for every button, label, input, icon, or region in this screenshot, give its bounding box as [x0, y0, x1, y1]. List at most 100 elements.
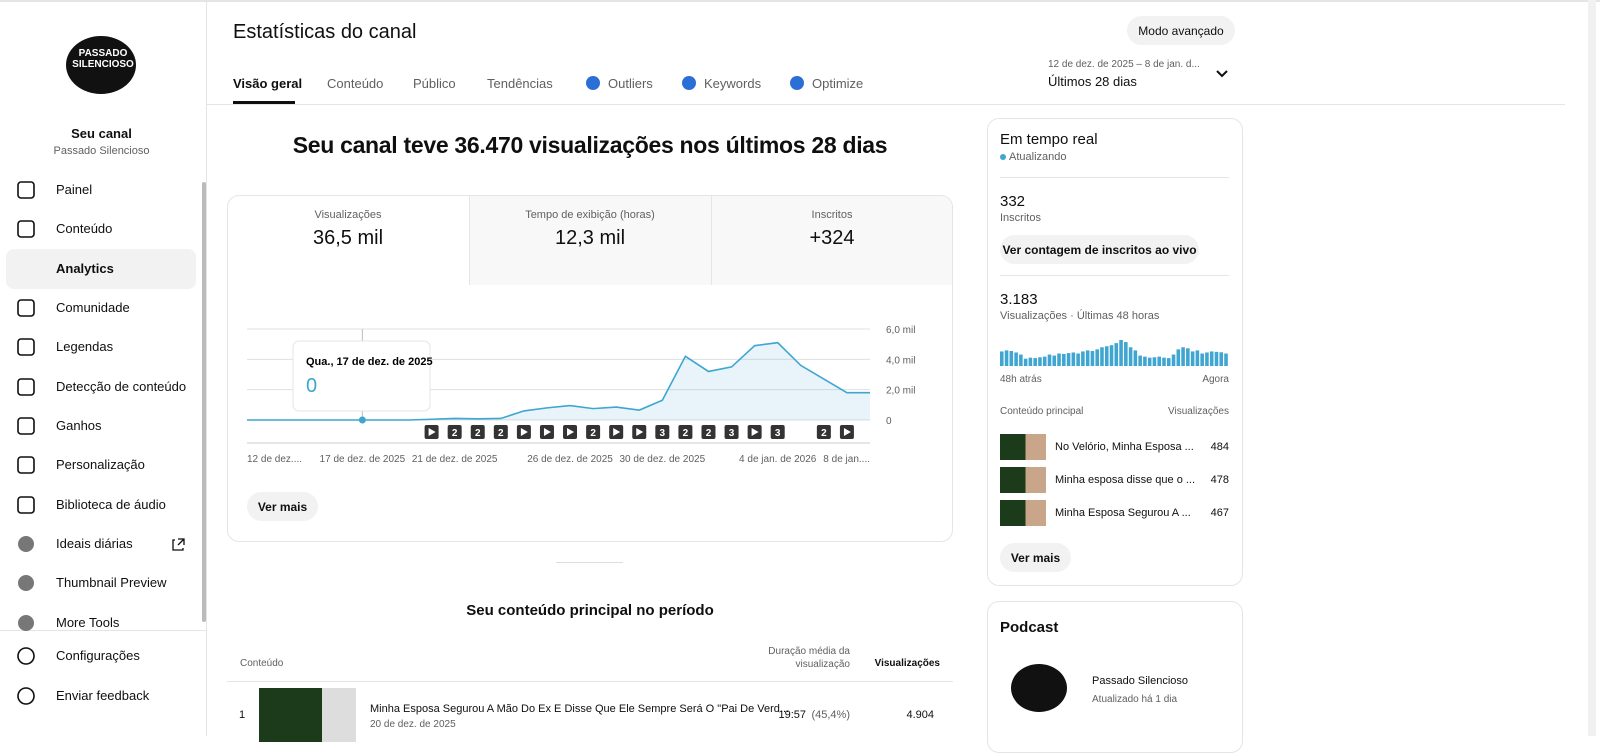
- nav-icon: [17, 181, 35, 199]
- dropdown-icon[interactable]: [1215, 69, 1229, 79]
- play-icon: [567, 428, 575, 436]
- hourly-bar: [1028, 357, 1033, 366]
- hourly-bar: [1152, 357, 1157, 366]
- x-tick-label: 12 de dez....: [247, 454, 302, 465]
- footer-item[interactable]: Configurações: [56, 648, 140, 663]
- hourly-bar: [1147, 357, 1152, 366]
- nav-item[interactable]: Ideais diárias: [56, 536, 133, 551]
- hourly-bar: [1066, 353, 1071, 366]
- publication-marker: [770, 425, 785, 439]
- metric-value: 12,3 mil: [554, 227, 626, 249]
- footer-item[interactable]: Enviar feedback: [56, 688, 150, 703]
- hourly-bar: [1014, 352, 1018, 366]
- publication-marker: [655, 425, 670, 439]
- hourly-bar: [1114, 343, 1119, 366]
- tab[interactable]: Visão geral: [233, 76, 303, 91]
- nav-item[interactable]: More Tools: [56, 615, 120, 630]
- sidebar-divider: [0, 630, 206, 631]
- publication-count: 2: [683, 428, 689, 439]
- page-title: Estatísticas do canal: [233, 21, 417, 43]
- end-label: Agora: [1202, 374, 1229, 385]
- realtime-more[interactable]: Ver mais: [1000, 543, 1071, 572]
- nav-item[interactable]: Detecção de conteúdo: [56, 379, 187, 394]
- hourly-bar: [1205, 352, 1209, 366]
- hourly-bar: [1119, 340, 1123, 366]
- item-views: 467: [1210, 507, 1229, 519]
- more-button[interactable]: Ver mais: [247, 492, 318, 521]
- charts: 0 2,0 mil 4,0 mil 6,0 mil 12 de dez.... 17 de…: [17, 76, 1228, 705]
- publication-marker: [470, 425, 485, 439]
- hourly-bar: [1052, 355, 1057, 366]
- item-thumbnail[interactable]: [1000, 500, 1046, 526]
- row-thumbnail[interactable]: [259, 688, 356, 742]
- item-views: 484: [1210, 441, 1229, 453]
- x-tick-label: 8 de jan....: [823, 454, 870, 465]
- tab-icon: [682, 76, 696, 90]
- nav-icon: [18, 615, 34, 631]
- realtime-card: [987, 118, 1243, 586]
- tab[interactable]: Público: [413, 76, 456, 91]
- nav-icon: [17, 456, 35, 474]
- nav-item[interactable]: Thumbnail Preview: [56, 575, 167, 590]
- row-title[interactable]: Minha Esposa Segurou A Mão Do Ex E Disse…: [370, 703, 790, 715]
- publication-marker: [701, 425, 716, 439]
- hourly-bar: [1100, 347, 1104, 366]
- item-thumbnail[interactable]: [1000, 467, 1046, 493]
- start-label: 48h atrás: [1000, 374, 1042, 385]
- channel-name: Passado Silencioso: [53, 145, 150, 157]
- play-icon: [543, 428, 551, 436]
- tab-icon: [790, 76, 804, 90]
- nav-icon: [17, 496, 35, 514]
- x-tick-label: 21 de dez. de 2025: [412, 454, 498, 465]
- item-title[interactable]: Minha esposa disse que o ...: [1055, 474, 1196, 486]
- live-button[interactable]: Ver contagem de inscritos ao vivo: [1000, 235, 1199, 264]
- hourly-bar: [1143, 356, 1147, 366]
- hourly-bar: [1090, 351, 1095, 366]
- nav-item[interactable]: Conteúdo: [56, 221, 113, 236]
- section-divider: [556, 562, 623, 563]
- subscriber-count: 332: [1000, 193, 1026, 210]
- nav-item[interactable]: Personalização: [56, 457, 145, 472]
- podcast-updated: Atualizado há 1 dia: [1092, 694, 1178, 705]
- hourly-bar: [1095, 349, 1099, 366]
- item-title[interactable]: Minha Esposa Segurou A ...: [1055, 507, 1191, 519]
- x-tick-label: 26 de dez. de 2025: [527, 454, 613, 465]
- hourly-bar: [1224, 353, 1228, 366]
- channel-label: Seu canal: [71, 126, 132, 141]
- nav-item[interactable]: Biblioteca de áudio: [56, 497, 166, 512]
- nav-item[interactable]: Comunidade: [56, 300, 130, 315]
- nav-item[interactable]: Legendas: [56, 339, 114, 354]
- hourly-bar: [1019, 354, 1023, 366]
- nav-icon: [17, 220, 35, 238]
- hourly-bar: [1057, 353, 1061, 366]
- metrics-card: [227, 195, 953, 542]
- tab[interactable]: Conteúdo: [327, 76, 384, 91]
- advanced-button[interactable]: Modo avançado: [1127, 16, 1235, 45]
- footer-icon: [17, 687, 35, 705]
- tab[interactable]: Outliers: [608, 76, 653, 91]
- nav-item[interactable]: Ganhos: [56, 418, 102, 433]
- period[interactable]: Últimos 28 dias: [1048, 74, 1137, 89]
- sidebar-border: [206, 0, 207, 736]
- nav-item[interactable]: Analytics: [56, 261, 114, 276]
- publication-count: 2: [590, 428, 596, 439]
- table-border: [227, 681, 953, 682]
- nav-item[interactable]: Painel: [56, 182, 93, 197]
- row-rank: 1: [239, 709, 246, 721]
- tab[interactable]: Optimize: [812, 76, 864, 91]
- item-title[interactable]: No Velório, Minha Esposa ...: [1055, 441, 1194, 453]
- nav-icon: [18, 536, 34, 552]
- publication-count: 2: [706, 428, 712, 439]
- item-thumbnail[interactable]: [1000, 434, 1046, 460]
- column-header: Duração média da visualização: [768, 646, 850, 670]
- status: Atualizando: [1009, 151, 1067, 163]
- sidebar-scroll: [202, 182, 206, 622]
- tab[interactable]: Keywords: [704, 76, 762, 91]
- play-icon: [636, 428, 644, 436]
- hourly-bar: [1104, 346, 1109, 366]
- hourly-bar: [1157, 356, 1162, 366]
- hourly-bar: [1162, 357, 1166, 366]
- tooltip-date: Qua., 17 de dez. de 2025: [306, 356, 433, 368]
- metric-label: Tempo de exibição (horas): [525, 209, 655, 221]
- tab[interactable]: Tendências: [487, 76, 553, 91]
